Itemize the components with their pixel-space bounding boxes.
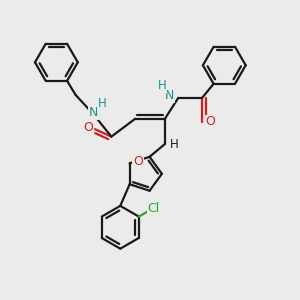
Text: O: O (133, 155, 143, 168)
Text: Cl: Cl (147, 202, 160, 215)
Text: H: H (98, 98, 107, 110)
Text: O: O (206, 115, 215, 128)
Text: H: H (169, 138, 178, 151)
Text: O: O (83, 121, 93, 134)
Text: N: N (89, 106, 98, 119)
Text: N: N (165, 89, 175, 102)
Text: H: H (158, 79, 166, 92)
